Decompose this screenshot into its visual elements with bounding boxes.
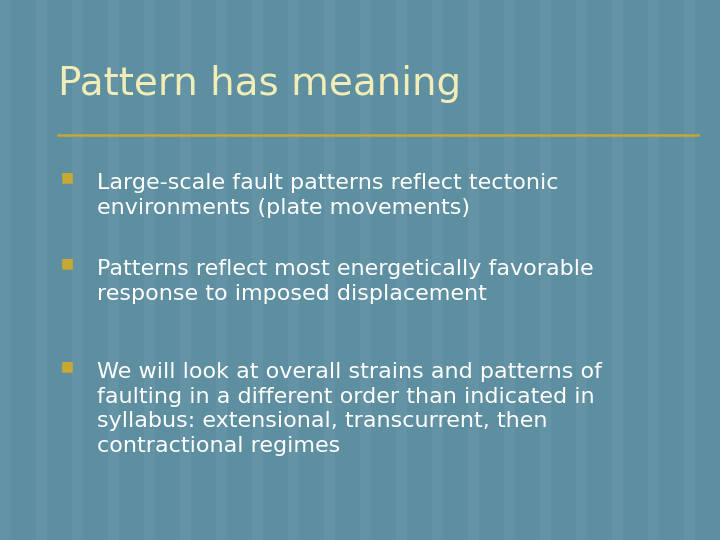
Bar [108, 0, 119, 540]
Text: We will look at overall strains and patterns of
faulting in a different order th: We will look at overall strains and patt… [97, 362, 602, 456]
Text: ■: ■ [61, 256, 74, 271]
Bar [288, 0, 299, 540]
Bar [360, 0, 371, 540]
Bar [396, 0, 407, 540]
Bar [432, 0, 443, 540]
Text: ■: ■ [61, 170, 74, 184]
Bar [684, 0, 695, 540]
Bar [36, 0, 47, 540]
Bar [144, 0, 155, 540]
Bar [324, 0, 335, 540]
Bar [468, 0, 479, 540]
Bar [504, 0, 515, 540]
Bar [216, 0, 227, 540]
Bar [252, 0, 263, 540]
Bar [180, 0, 191, 540]
Text: ■: ■ [61, 359, 74, 373]
Bar [72, 0, 83, 540]
Bar [648, 0, 659, 540]
Bar [576, 0, 587, 540]
Text: Patterns reflect most energetically favorable
response to imposed displacement: Patterns reflect most energetically favo… [97, 259, 594, 304]
Text: Large-scale fault patterns reflect tectonic
environments (plate movements): Large-scale fault patterns reflect tecto… [97, 173, 559, 218]
Bar [0, 0, 11, 540]
Text: Pattern has meaning: Pattern has meaning [58, 65, 461, 103]
Bar [540, 0, 551, 540]
Bar [612, 0, 623, 540]
